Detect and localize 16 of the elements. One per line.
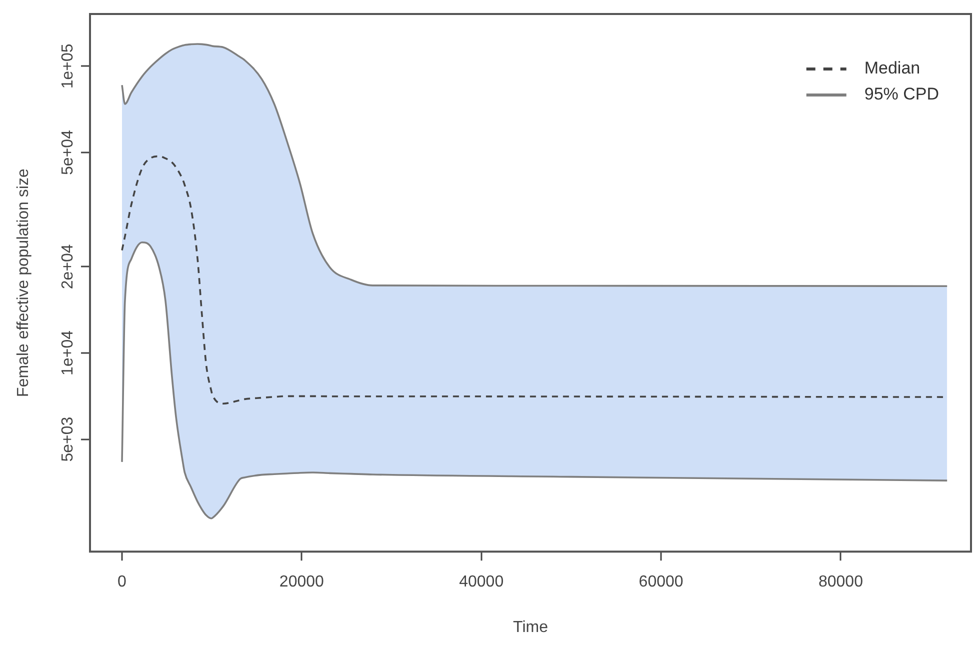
y-tick-label: 5e+03 <box>59 416 76 462</box>
legend-label: 95% CPD <box>864 84 939 104</box>
y-axis-title: Female effective population size <box>15 168 32 397</box>
x-tick-label: 40000 <box>459 574 504 591</box>
x-axis-title: Time <box>513 618 548 636</box>
x-tick-label: 0 <box>118 574 127 591</box>
legend-label: Median <box>864 58 920 78</box>
y-tick-label: 2e+04 <box>59 244 76 290</box>
y-tick-label: 1e+05 <box>59 44 76 89</box>
y-tick-label: 1e+04 <box>59 330 76 376</box>
x-tick-label: 60000 <box>638 574 684 591</box>
x-tick-label: 20000 <box>279 574 324 591</box>
y-tick-label: 5e+04 <box>59 130 76 175</box>
line-series <box>121 241 948 520</box>
x-tick-label: 80000 <box>818 574 864 591</box>
line-series <box>121 43 948 288</box>
